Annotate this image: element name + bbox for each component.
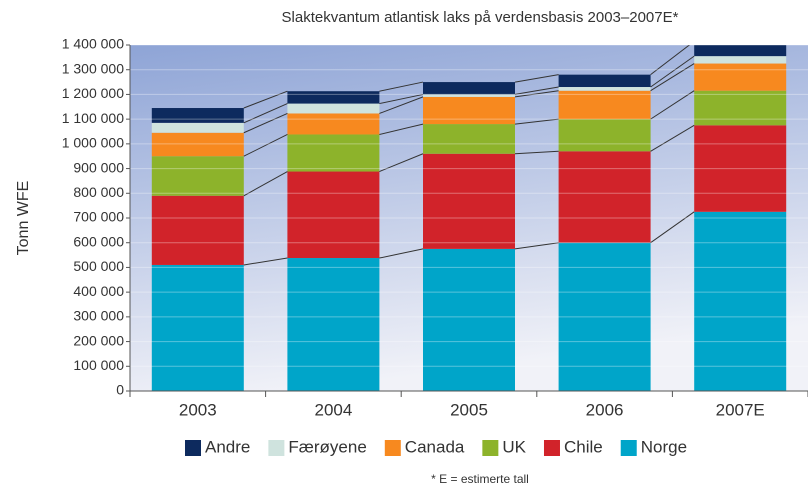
connector [243, 113, 288, 134]
bar-segment [423, 248, 515, 391]
y-tick-label: 400 000 [73, 283, 124, 299]
y-tick-label: 0 [116, 382, 124, 398]
bar-segment [151, 108, 244, 123]
y-tick-label: 1 200 000 [62, 85, 124, 101]
bar-segment [423, 82, 515, 95]
bar-segment [694, 125, 787, 212]
bar-segment [694, 211, 787, 391]
bar-segment [423, 94, 515, 97]
y-tick-label: 300 000 [73, 308, 124, 324]
bar-segment [151, 195, 244, 265]
connector [514, 242, 559, 250]
bar-segment [287, 258, 380, 391]
connector [243, 171, 288, 197]
bar-segment [558, 90, 651, 120]
legend-swatch [268, 440, 285, 456]
legend-swatch [185, 440, 201, 456]
y-tick-label: 700 000 [73, 209, 124, 225]
legend-label: Færøyene [288, 437, 366, 456]
y-tick-label: 100 000 [73, 357, 124, 373]
y-tick-label: 500 000 [73, 258, 124, 274]
bar-segment [287, 91, 380, 104]
legend-label: Chile [564, 437, 603, 456]
y-tick-label: 1 100 000 [62, 110, 124, 126]
bar-segment [558, 242, 651, 391]
connector [514, 86, 559, 95]
connector [650, 63, 695, 92]
connector [650, 90, 695, 120]
y-tick-label: 1 400 000 [62, 36, 124, 52]
x-tick-label: 2003 [179, 400, 217, 419]
y-axis-label: Tonn WFE [15, 181, 32, 256]
connector [243, 103, 288, 124]
bar-segment [151, 156, 244, 196]
legend-swatch [620, 440, 637, 456]
connector [650, 55, 695, 88]
connector [650, 45, 691, 76]
connector [379, 153, 424, 173]
connector [514, 150, 559, 155]
y-tick-label: 200 000 [73, 332, 124, 348]
legend-swatch [482, 440, 499, 456]
y-tick-label: 600 000 [73, 233, 124, 249]
y-tick-label: 1 000 000 [62, 135, 124, 151]
legend-label: Canada [405, 437, 465, 456]
y-tick-label: 800 000 [73, 184, 124, 200]
connector [243, 90, 288, 109]
bar-segment [151, 264, 244, 391]
legend-label: Andre [205, 437, 250, 456]
plot [151, 45, 787, 391]
footnote: * E = estimerte tall [431, 472, 529, 486]
bar-segment [558, 119, 651, 152]
bar-segment [287, 113, 380, 135]
connector [379, 123, 424, 135]
bar-segment [287, 103, 380, 114]
bar-segment [558, 87, 651, 91]
bar-segment [694, 56, 787, 64]
bar-segment [558, 151, 651, 243]
bar-segment [423, 153, 515, 249]
bar-segment [423, 96, 515, 125]
legend-label: Norge [641, 437, 687, 456]
bar-segment [558, 74, 651, 88]
x-tick-label: 2004 [314, 400, 352, 419]
x-tick-label: 2005 [450, 400, 488, 419]
bar-segment [694, 90, 787, 126]
chart-title: Slaktekvantum atlantisk laks på verdensb… [282, 9, 679, 26]
bar-segment [287, 171, 380, 259]
bar-segment [423, 124, 515, 154]
bar-segment [287, 134, 380, 172]
connector [379, 96, 424, 114]
connector [243, 257, 288, 266]
connector [379, 248, 424, 259]
connector [243, 134, 288, 157]
connector [514, 90, 559, 98]
connector [379, 93, 424, 105]
x-tick-label: 2006 [586, 400, 624, 419]
connector [514, 118, 559, 125]
x-tick-label: 2007E [716, 400, 765, 419]
y-tick-label: 900 000 [73, 159, 124, 175]
connector [650, 211, 695, 244]
legend-swatch [543, 440, 560, 456]
bar-segment [694, 63, 787, 91]
legend-label: UK [502, 437, 526, 456]
bar-segment [694, 45, 787, 57]
connector [514, 74, 559, 83]
y-tick-label: 1 300 000 [62, 60, 124, 76]
bar-segment [151, 132, 244, 157]
connector [650, 124, 695, 152]
legend-swatch [384, 440, 401, 456]
bar-segment [151, 122, 244, 133]
connector [379, 81, 424, 92]
